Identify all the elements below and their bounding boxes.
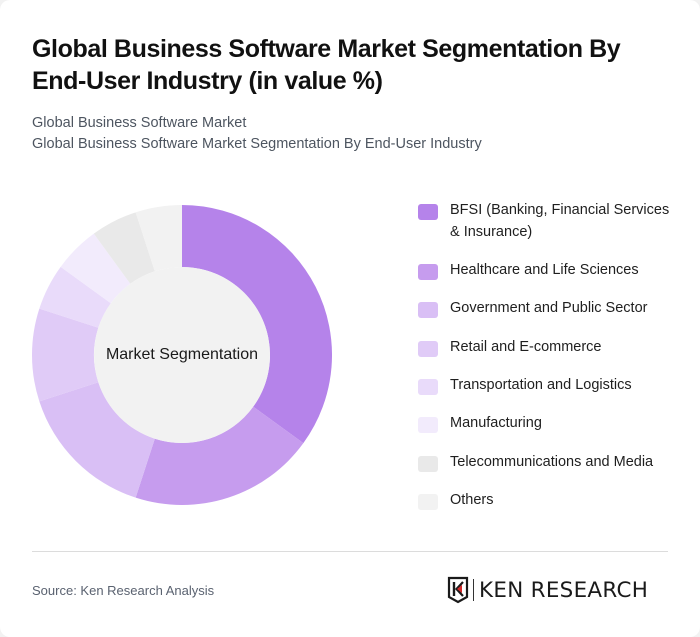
legend-swatch	[418, 494, 438, 510]
legend-label: Healthcare and Life Sciences	[450, 262, 639, 278]
donut-segment[interactable]	[39, 382, 155, 498]
legend-label: BFSI (Banking, Financial Services & Insu…	[450, 202, 670, 240]
donut-segment[interactable]	[135, 205, 182, 272]
legend-item-manufacturing: Manufacturing	[418, 412, 678, 434]
legend-item-healthcare: Healthcare and Life Sciences	[418, 259, 678, 281]
legend-item-transportation: Transportation and Logistics	[418, 374, 678, 396]
logo-wordmark: KEN RESEARCH	[479, 578, 649, 602]
page-title: Global Business Software Market Segmenta…	[32, 35, 621, 95]
donut-segment[interactable]	[39, 266, 111, 328]
legend-swatch	[418, 341, 438, 357]
legend-label: Government and Public Sector	[450, 300, 648, 316]
legend-swatch	[418, 379, 438, 395]
legend-item-bfsi: BFSI (Banking, Financial Services & Insu…	[418, 199, 678, 243]
legend-swatch	[418, 264, 438, 280]
ken-research-shield-icon	[447, 576, 469, 604]
subtitle: Global Business Software Market Global B…	[32, 113, 482, 155]
legend-swatch	[418, 302, 438, 318]
donut-chart	[32, 205, 332, 505]
legend-item-government: Government and Public Sector	[418, 297, 678, 319]
legend-item-retail: Retail and E-commerce	[418, 336, 678, 358]
donut-segment[interactable]	[182, 205, 332, 444]
donut-segment[interactable]	[135, 406, 304, 505]
legend-swatch	[418, 204, 438, 220]
legend-label: Telecommunications and Media	[450, 454, 654, 470]
donut-segment[interactable]	[32, 308, 99, 402]
legend-item-others: Others	[418, 489, 678, 511]
legend-label: Retail and E-commerce	[450, 339, 602, 355]
legend-label: Others	[450, 492, 494, 508]
legend-swatch	[418, 417, 438, 433]
donut-segment[interactable]	[93, 212, 155, 284]
subtitle-line-2: Global Business Software Market Segmenta…	[32, 136, 482, 152]
donut-segment[interactable]	[60, 233, 131, 304]
footer-divider	[32, 551, 668, 552]
legend-item-telecom: Telecommunications and Media	[418, 451, 678, 473]
donut-hole	[94, 267, 270, 443]
legend-label: Manufacturing	[450, 415, 542, 431]
donut-svg	[32, 205, 332, 505]
ken-research-logo: KEN RESEARCH	[447, 575, 649, 605]
logo-separator	[473, 579, 474, 601]
source-note: Source: Ken Research Analysis	[32, 583, 215, 598]
legend-label: Transportation and Logistics	[450, 377, 632, 393]
legend-swatch	[418, 456, 438, 472]
subtitle-line-1: Global Business Software Market	[32, 115, 247, 131]
